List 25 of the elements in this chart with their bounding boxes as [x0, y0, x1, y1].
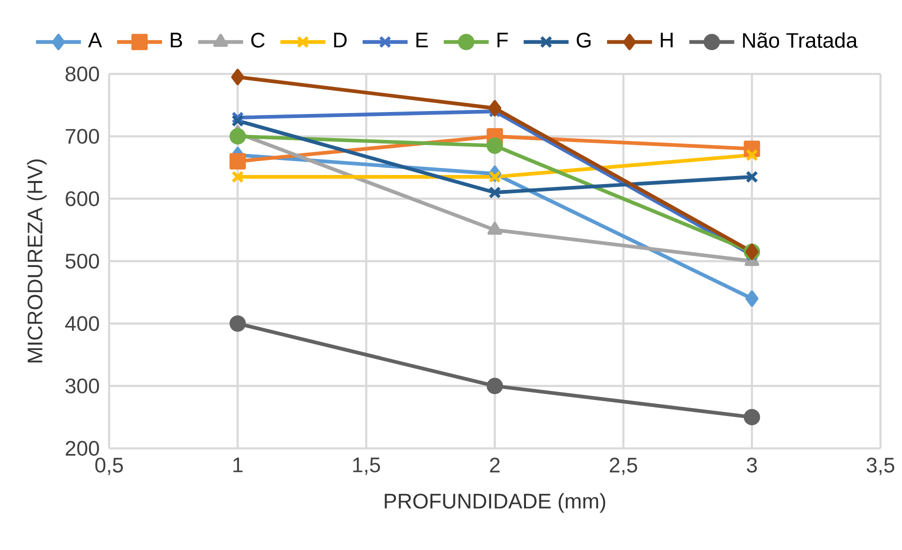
x-tick-label: 2	[490, 458, 500, 472]
legend-label: C	[251, 32, 265, 48]
legend-label: H	[660, 32, 673, 48]
x-tick-label: 1,5	[353, 458, 380, 475]
x-tick-label: 1	[233, 458, 243, 472]
legend-label: D	[334, 32, 347, 48]
x-axis-title: PROFUNDIDADE (mm)	[384, 493, 606, 513]
y-tick-label: 600	[66, 191, 100, 206]
x-tick-label: 3,5	[866, 458, 894, 476]
legend-label: F	[498, 32, 508, 48]
y-tick-label: 200	[66, 440, 100, 456]
legend-label: Não Tratada	[743, 32, 858, 48]
legend-label: G	[576, 32, 591, 48]
y-tick-label: 500	[66, 254, 100, 269]
x-tick-label: 3	[746, 458, 757, 473]
legend-label: E	[416, 32, 428, 48]
y-axis-title: MICRODUREZA (HV)	[26, 160, 47, 362]
x-tick-label: 2,5	[610, 458, 638, 476]
legend-label: B	[170, 32, 182, 48]
y-tick-label: 400	[65, 316, 100, 332]
x-tick-label: 0,5	[95, 458, 123, 476]
y-tick-label: 300	[65, 378, 100, 394]
y-tick-label: 800	[66, 66, 100, 82]
y-tick-label: 700	[66, 128, 100, 144]
legend-label: A	[88, 32, 102, 48]
